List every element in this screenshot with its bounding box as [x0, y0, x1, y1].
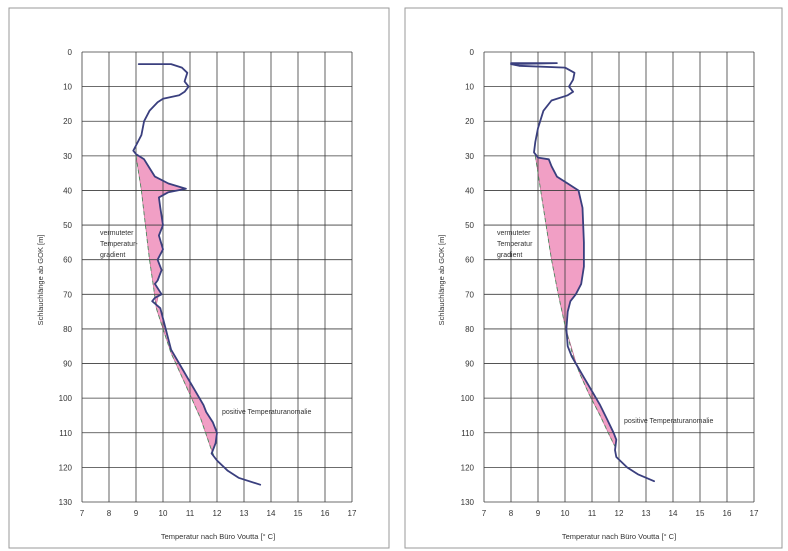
right-x-tick-label: 13: [642, 509, 651, 518]
right-measured-temperature-line: [510, 62, 655, 483]
right-x-tick-label: 14: [669, 509, 678, 518]
left-x-axis-label: Temperatur nach Büro Voutta [° C]: [161, 532, 275, 541]
right-x-tick-label: 7: [482, 509, 487, 518]
left-y-tick-label: 110: [59, 429, 72, 438]
left-y-ticks: 0 10 20 30 40 50 60 70 80 90 100 110 120 130: [59, 48, 73, 507]
right-assumed-gradient-line: [534, 155, 616, 447]
left-assumed-gradient-line: [135, 155, 215, 458]
left-measured-temperature-line: [132, 63, 262, 486]
left-y-tick-label: 20: [63, 117, 72, 126]
left-x-tick-label: 13: [240, 509, 249, 518]
right-y-ticks: 0 10 20 30 40 50 60 70 80 90 100 110 120 130: [461, 48, 475, 507]
right-x-tick-label: 17: [750, 509, 759, 518]
left-x-tick-label: 11: [186, 509, 195, 518]
left-y-tick-label: 0: [68, 48, 73, 57]
right-y-tick-label: 30: [465, 152, 474, 161]
left-x-tick-label: 8: [107, 509, 112, 518]
right-x-tick-label: 8: [509, 509, 514, 518]
left-y-tick-label: 120: [59, 463, 73, 472]
right-y-tick-label: 80: [465, 325, 474, 334]
left-x-tick-label: 16: [321, 509, 330, 518]
left-annotation-assumed-1: vermuteter: [100, 230, 134, 237]
left-x-tick-label: 9: [134, 509, 139, 518]
left-y-tick-label: 70: [63, 290, 72, 299]
left-y-tick-label: 40: [63, 186, 72, 195]
right-annotation-assumed-1: vermuteter: [497, 230, 531, 237]
right-y-tick-label: 10: [465, 83, 474, 92]
left-y-tick-label: 130: [59, 498, 73, 507]
right-annotation-anomaly: positive Temperaturanomalie: [624, 418, 713, 425]
right-y-tick-label: 60: [465, 256, 474, 265]
left-y-tick-label: 60: [63, 256, 72, 265]
left-grid: [81, 51, 353, 503]
left-x-tick-label: 12: [213, 509, 222, 518]
right-panel-frame: [404, 7, 783, 549]
left-y-tick-label: 90: [63, 360, 72, 369]
left-annotation-assumed-3: gradient: [100, 252, 125, 259]
left-x-tick-label: 17: [348, 509, 357, 518]
right-y-axis-label: Schlauchlänge ab GOK [m]: [437, 235, 446, 326]
left-y-tick-label: 80: [63, 325, 72, 334]
right-y-tick-label: 130: [461, 498, 475, 507]
right-annotation-assumed-2: Temperatur: [497, 241, 533, 248]
right-annotation-assumed-3: gradient: [497, 252, 522, 259]
left-annotation-anomaly: positive Temperaturanomalie: [222, 409, 311, 416]
left-x-ticks: 7 8 9 10 11 12 13 14 15 16 17: [80, 509, 357, 518]
right-x-tick-label: 11: [588, 509, 597, 518]
right-y-tick-label: 100: [461, 394, 475, 403]
left-series: [132, 63, 262, 486]
right-y-tick-label: 120: [461, 463, 475, 472]
right-x-tick-label: 16: [723, 509, 732, 518]
right-chart: 7 8 9 10 11 12 13 14 15 16 17 0 10 20 30 40 50 60 70 80 90 1…: [437, 48, 759, 541]
left-panel-frame: [8, 7, 390, 549]
left-annotation-assumed-2: Temperatur-: [100, 241, 138, 248]
right-x-tick-label: 15: [696, 509, 705, 518]
right-x-axis-label: Temperatur nach Büro Voutta [° C]: [562, 532, 676, 541]
left-chart: 7 8 9 10 11 12 13 14 15 16 17 0 10 20 30 40 50 60 70 80 90 1…: [36, 48, 357, 541]
left-y-axis-label: Schlauchlänge ab GOK [m]: [36, 235, 45, 326]
right-y-tick-label: 90: [465, 360, 474, 369]
right-x-ticks: 7 8 9 10 11 12 13 14 15 16 17: [482, 509, 759, 518]
left-y-tick-label: 10: [63, 83, 72, 92]
right-y-tick-label: 20: [465, 117, 474, 126]
right-y-tick-label: 40: [465, 186, 474, 195]
left-x-tick-label: 14: [267, 509, 276, 518]
left-x-tick-label: 10: [159, 509, 168, 518]
left-x-tick-label: 15: [294, 509, 303, 518]
right-x-tick-label: 12: [615, 509, 624, 518]
right-x-tick-label: 9: [536, 509, 541, 518]
left-y-tick-label: 100: [59, 394, 73, 403]
right-y-tick-label: 110: [461, 429, 474, 438]
right-x-tick-label: 10: [561, 509, 570, 518]
left-y-tick-label: 50: [63, 221, 72, 230]
right-y-tick-label: 70: [465, 290, 474, 299]
right-y-tick-label: 0: [470, 48, 475, 57]
left-y-tick-label: 30: [63, 152, 72, 161]
right-y-tick-label: 50: [465, 221, 474, 230]
left-x-tick-label: 7: [80, 509, 85, 518]
right-series: [510, 62, 655, 483]
